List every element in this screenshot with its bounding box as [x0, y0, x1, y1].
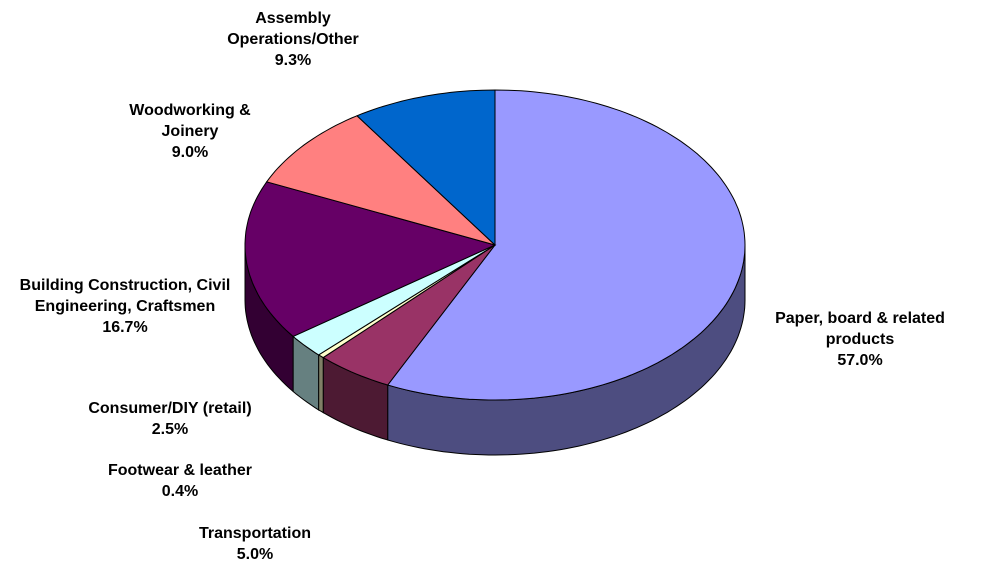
- category-name: Transportation: [198, 525, 311, 542]
- slice: [322, 244, 496, 386]
- slice-label: Transportation 5.0%: [155, 523, 355, 565]
- category-name: Assembly Operations/Other: [227, 10, 359, 48]
- value-label: 5.0%: [236, 546, 274, 563]
- slice-label: Assembly Operations/Other 9.3%: [208, 8, 378, 71]
- category-name: Building Construction, Civil Engineering…: [19, 277, 231, 315]
- category-name: Paper, board & related products: [775, 310, 945, 348]
- value-label: 16.7%: [102, 319, 148, 336]
- category-name: Footwear & leather: [107, 462, 253, 479]
- slice: [356, 89, 496, 247]
- slice: [244, 181, 497, 337]
- slice: [265, 115, 496, 246]
- category-name: Consumer/DIY (retail): [88, 400, 252, 417]
- value-label: 9.3%: [274, 52, 312, 69]
- slice: [292, 244, 496, 356]
- slice-side: [318, 354, 324, 414]
- value-label: 0.4%: [161, 483, 199, 500]
- value-label: 2.5%: [151, 421, 189, 438]
- slice-label: Woodworking & Joinery 9.0%: [120, 100, 260, 163]
- slice-label: Footwear & leather 0.4%: [70, 460, 290, 502]
- value-label: 57.0%: [837, 352, 883, 369]
- slice: [386, 89, 746, 401]
- value-label: 9.0%: [171, 144, 209, 161]
- slice-label: Building Construction, Civil Engineering…: [13, 275, 238, 338]
- slice-label: Paper, board & related products 57.0%: [753, 308, 968, 371]
- slice-label: Consumer/DIY (retail) 2.5%: [40, 398, 300, 440]
- category-name: Woodworking & Joinery: [129, 102, 251, 140]
